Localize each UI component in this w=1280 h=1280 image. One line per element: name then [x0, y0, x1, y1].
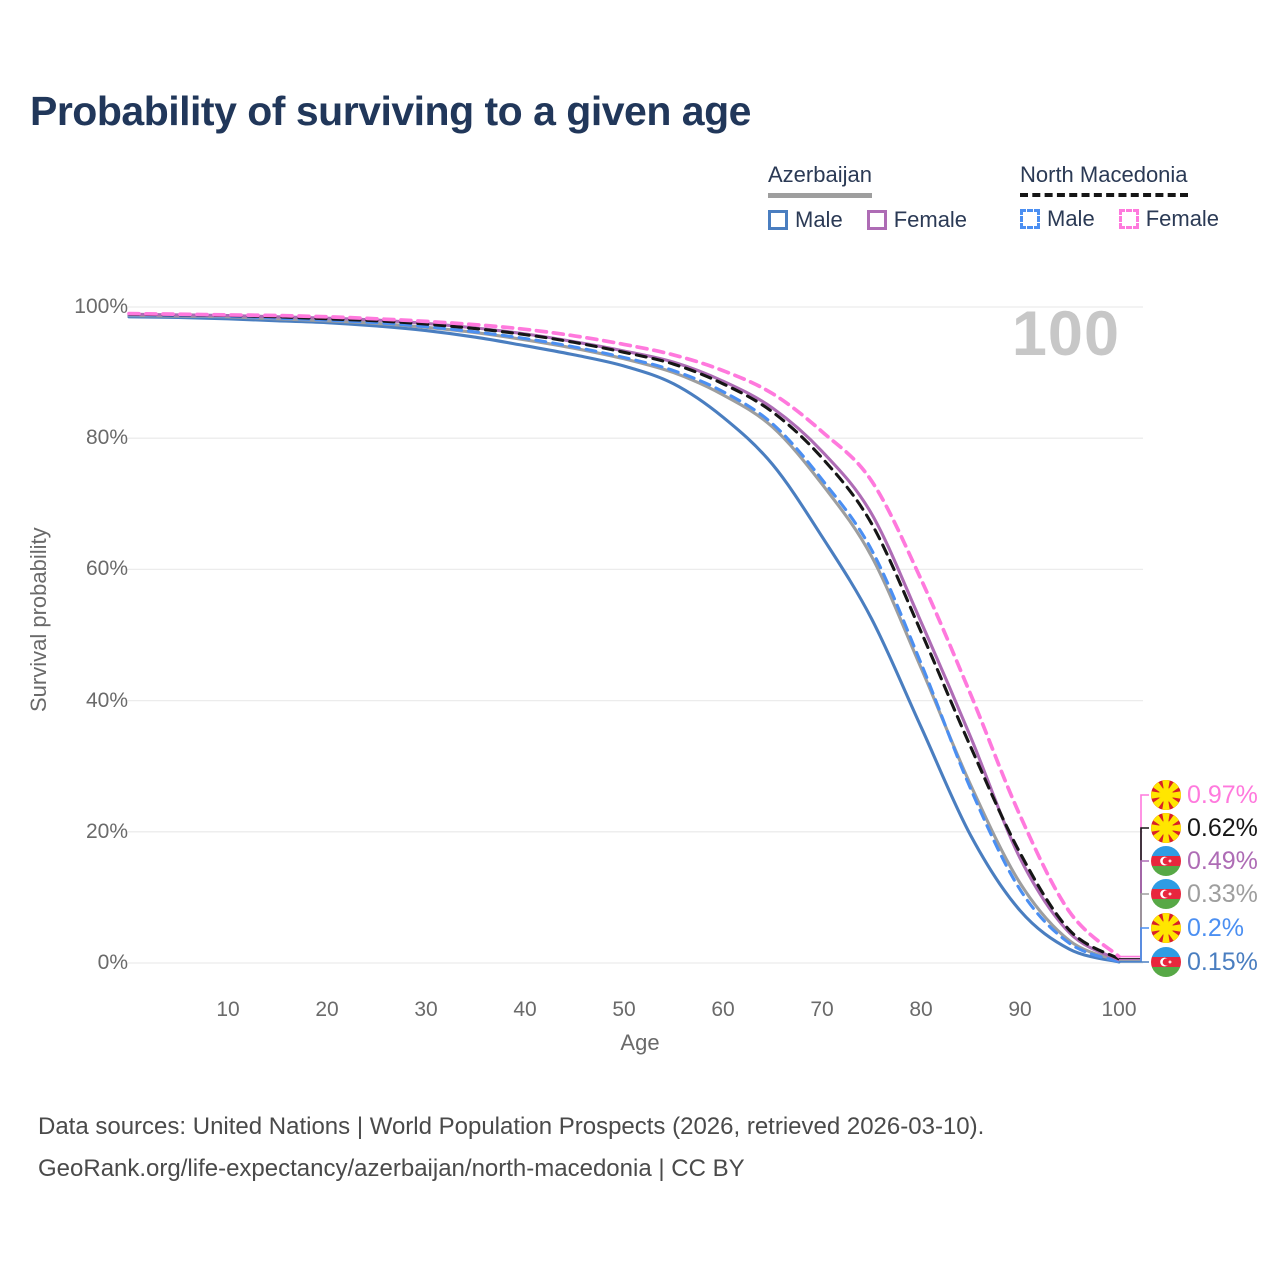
- end-label-az_both: 0.33%: [1151, 879, 1258, 909]
- legend-group-north-macedonia: North Macedonia Male Female: [1020, 162, 1219, 232]
- x-tick-50: 50: [612, 998, 636, 1021]
- flag-north-macedonia-icon: [1151, 813, 1181, 843]
- x-tick-100: 100: [1101, 998, 1137, 1021]
- azerbaijan-male-swatch-icon: [768, 210, 788, 230]
- x-tick-90: 90: [1008, 998, 1032, 1021]
- legend-label-north-macedonia-female: Female: [1145, 206, 1220, 231]
- watermark-age-100: 100: [1011, 299, 1120, 369]
- leader-line-nm_female: [1119, 794, 1149, 958]
- end-value-az_both: 0.33%: [1187, 879, 1258, 908]
- x-tick-60: 60: [711, 998, 735, 1021]
- y-tick-60: 60%: [85, 557, 128, 581]
- legend-group-azerbaijan: Azerbaijan Male Female: [768, 162, 967, 233]
- legend-country-north-macedonia: North Macedonia: [1020, 162, 1188, 197]
- flag-north-macedonia-icon: [1151, 780, 1181, 810]
- y-tick-20: 20%: [85, 819, 128, 843]
- x-tick-70: 70: [810, 998, 834, 1021]
- end-value-nm_both: 0.62%: [1187, 813, 1258, 842]
- x-tick-20: 20: [315, 998, 339, 1021]
- legend-item-azerbaijan-female[interactable]: Female: [866, 207, 968, 233]
- y-tick-100: 100%: [74, 295, 128, 318]
- curve-nm_female: [127, 311, 1121, 959]
- footer-data-sources: Data sources: United Nations | World Pop…: [38, 1113, 985, 1140]
- end-value-nm_female: 0.97%: [1187, 780, 1258, 809]
- north-macedonia-female-swatch-icon: [1118, 209, 1139, 229]
- end-label-nm_male: 0.2%: [1151, 913, 1244, 943]
- end-value-az_male: 0.15%: [1187, 947, 1258, 976]
- end-value-az_female: 0.49%: [1187, 846, 1258, 875]
- leader-line-az_female: [1119, 860, 1149, 961]
- y-tick-80: 80%: [85, 426, 128, 450]
- x-tick-30: 30: [414, 998, 438, 1021]
- curve-az_male: [127, 315, 1121, 964]
- x-tick-80: 80: [909, 998, 933, 1021]
- flag-north-macedonia-icon: [1151, 913, 1181, 943]
- y-tick-0: 0%: [97, 951, 128, 974]
- legend-label-north-macedonia-male: Male: [1047, 206, 1095, 231]
- x-tick-10: 10: [216, 998, 240, 1021]
- legend-item-azerbaijan-male[interactable]: Male: [768, 207, 843, 233]
- legend-items-azerbaijan: Male Female: [768, 207, 967, 233]
- curve-nm_both: [127, 312, 1121, 961]
- legend-items-north-macedonia: Male Female: [1020, 206, 1219, 232]
- end-label-az_male: 0.15%: [1151, 947, 1258, 977]
- legend-item-north-macedonia-male[interactable]: Male: [1020, 206, 1095, 232]
- north-macedonia-male-swatch-icon: [1020, 209, 1040, 229]
- legend-label-azerbaijan-male: Male: [795, 207, 843, 232]
- page-title: Probability of surviving to a given age: [30, 88, 751, 134]
- azerbaijan-female-swatch-icon: [866, 210, 887, 230]
- legend-label-azerbaijan-female: Female: [893, 207, 968, 232]
- curve-nm_male: [127, 313, 1121, 964]
- end-label-nm_female: 0.97%: [1151, 780, 1258, 810]
- end-value-nm_male: 0.2%: [1187, 913, 1244, 942]
- x-axis-title: Age: [620, 1030, 660, 1055]
- legend-item-north-macedonia-female[interactable]: Female: [1118, 206, 1220, 232]
- x-tick-40: 40: [513, 998, 537, 1021]
- flag-azerbaijan-icon: [1151, 947, 1181, 977]
- flag-azerbaijan-icon: [1151, 879, 1181, 909]
- end-label-az_female: 0.49%: [1151, 846, 1258, 876]
- curve-az_female: [127, 312, 1121, 962]
- footer: Data sources: United Nations | World Pop…: [38, 1106, 984, 1190]
- y-tick-40: 40%: [85, 688, 128, 712]
- flag-azerbaijan-icon: [1151, 846, 1181, 876]
- footer-attribution-url: GeoRank.org/life-expectancy/azerbaijan/n…: [38, 1155, 745, 1182]
- curve-az_both: [127, 313, 1121, 963]
- legend-country-azerbaijan: Azerbaijan: [768, 162, 872, 198]
- end-label-nm_both: 0.62%: [1151, 813, 1258, 843]
